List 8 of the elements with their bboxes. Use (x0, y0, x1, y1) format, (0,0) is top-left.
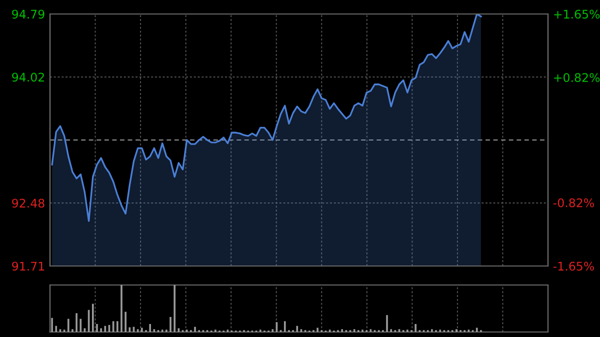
y2-tick-label: +0.82% (554, 73, 600, 82)
y2-tick-label: -0.82% (553, 198, 594, 208)
y-tick-label: 91.71 (12, 262, 44, 271)
y-tick-label: 94.02 (12, 72, 44, 82)
y2-tick-label: -1.65% (553, 262, 594, 271)
y2-tick-label: +1.65% (554, 10, 600, 19)
y-tick-label: 94.79 (12, 10, 44, 19)
y-tick-label: 92.48 (12, 198, 44, 208)
